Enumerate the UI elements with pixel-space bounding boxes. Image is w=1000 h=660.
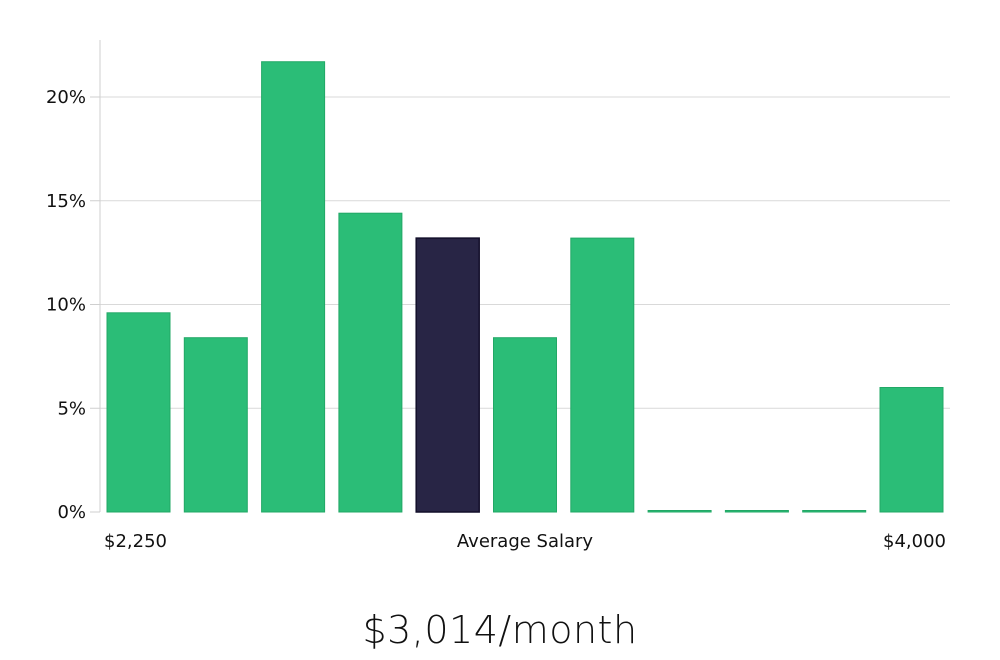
average-salary-headline: $3,014/month xyxy=(362,608,638,652)
chart-svg: 0% 5% 10% 15% 20% $2,250 Average Salary $4,000 xyxy=(46,40,950,552)
x-tick-label: $2,250 xyxy=(104,531,167,552)
x-tick-label: $4,000 xyxy=(883,531,946,552)
y-tick-label: 5% xyxy=(57,398,86,419)
bar xyxy=(183,337,248,513)
bar xyxy=(724,510,789,513)
bar xyxy=(106,312,171,513)
bar xyxy=(879,387,944,513)
bar xyxy=(570,237,635,513)
y-tick-label: 20% xyxy=(46,87,86,108)
y-tick-label: 15% xyxy=(46,191,86,212)
bar xyxy=(802,510,867,513)
bar xyxy=(261,61,326,513)
y-tick-label: 0% xyxy=(57,502,86,523)
x-tick-label: Average Salary xyxy=(457,531,594,552)
y-tick-label: 10% xyxy=(46,295,86,316)
bar xyxy=(493,337,557,513)
bar-highlight xyxy=(415,237,480,513)
bar xyxy=(647,510,712,513)
bar xyxy=(338,212,403,513)
